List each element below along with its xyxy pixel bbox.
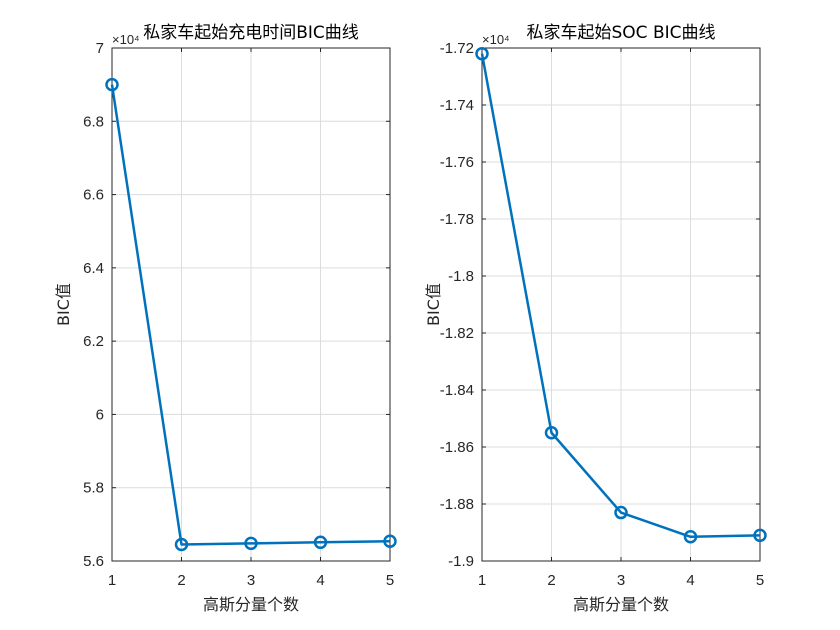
y-tick-label: -1.84	[440, 382, 474, 399]
chart-title: 私家车起始充电时间BIC曲线	[143, 23, 359, 43]
y-tick-label: 5.6	[83, 553, 104, 570]
data-point-marker	[105, 77, 119, 92]
y-tick-label: 6.2	[83, 333, 104, 350]
x-tick-label: 2	[177, 572, 185, 589]
y-tick-label: -1.86	[440, 439, 474, 456]
x-tick-label: 4	[316, 572, 324, 589]
data-point-marker	[313, 535, 328, 550]
x-tick-label: 3	[617, 572, 625, 589]
data-point-marker	[475, 46, 489, 61]
y-tick-label: -1.82	[440, 325, 474, 342]
x-axis-label: 高斯分量个数	[573, 595, 669, 614]
x-tick-label: 1	[478, 572, 486, 589]
chart-panel-1: 1 2 3 4 5 5.6 5.8 6 6.2 6.4 6.6 6.8 7 ×10⁴ 私家车起始充电时间BI…	[54, 23, 397, 614]
chart-title: 私家车起始SOC BIC曲线	[527, 23, 716, 43]
data-point-marker	[544, 426, 559, 440]
y-tick-label: 6.6	[83, 187, 104, 204]
x-tick-label: 5	[386, 572, 394, 589]
x-tick-label: 3	[247, 572, 255, 589]
x-tick-label: 5	[756, 572, 764, 589]
data-point-marker	[383, 534, 397, 548]
y-tick-label: -1.78	[440, 211, 474, 228]
data-point-marker	[614, 505, 628, 520]
y-exponent-label: ×10⁴	[112, 32, 140, 47]
x-tick-label: 1	[108, 572, 116, 589]
data-point-marker	[244, 536, 258, 551]
x-tick-label: 4	[686, 572, 694, 589]
y-axis-label: BIC值	[54, 283, 73, 326]
y-tick-label: -1.76	[440, 154, 474, 171]
y-tick-label: -1.74	[440, 97, 474, 114]
y-axis-label: BIC值	[424, 283, 443, 326]
y-tick-label: -1.72	[440, 40, 474, 57]
y-tick-label: 6.4	[83, 260, 104, 277]
y-exponent-label: ×10⁴	[482, 32, 510, 47]
data-point-marker	[753, 528, 767, 543]
series-line	[110, 84, 391, 546]
y-tick-label: -1.88	[440, 496, 474, 513]
y-tick-label: 6	[96, 406, 104, 423]
chart-panel-2: 1 2 3 4 5 -1.9 -1.88 -1.86 -1.84 -1.82 -1.8 -1.78 -1…	[424, 23, 767, 614]
y-tick-label: -1.8	[448, 268, 474, 285]
x-tick-label: 2	[547, 572, 555, 589]
x-axis-label: 高斯分量个数	[203, 595, 299, 614]
data-point-marker	[174, 537, 189, 552]
series-line	[480, 53, 761, 539]
data-point-marker	[683, 530, 698, 544]
y-tick-label: 6.8	[83, 113, 104, 130]
y-tick-label: -1.9	[448, 553, 474, 570]
y-tick-label: 5.8	[83, 480, 104, 497]
y-tick-label: 7	[96, 40, 104, 57]
